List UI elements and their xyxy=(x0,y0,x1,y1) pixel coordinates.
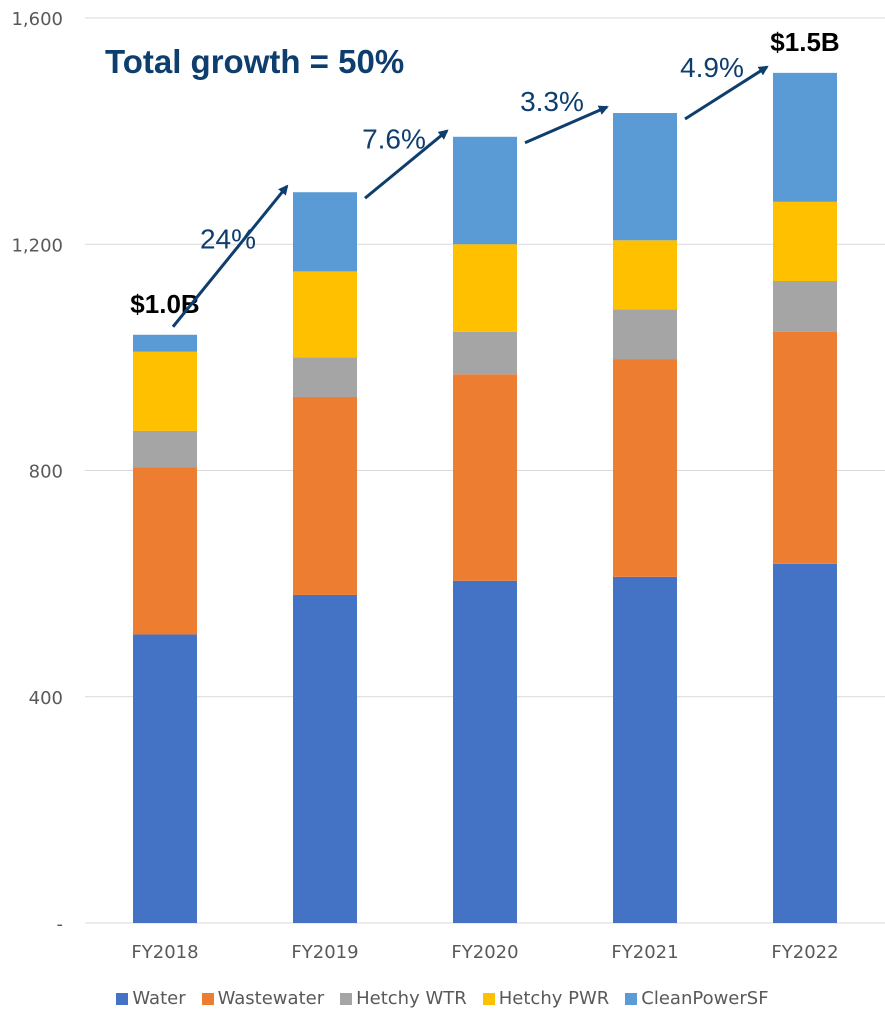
growth-label: 4.9% xyxy=(680,52,744,83)
bar-segment-water xyxy=(453,581,517,923)
bar-segment-wastewater xyxy=(453,374,517,580)
chart-title: Total growth = 50% xyxy=(105,43,404,80)
bar-segment-hetchy-wtr xyxy=(773,281,837,332)
legend-label: Wastewater xyxy=(218,988,324,1009)
legend-swatch xyxy=(483,993,495,1005)
legend-swatch xyxy=(202,993,214,1005)
legend-swatch xyxy=(340,993,352,1005)
bar-segment-hetchy-wtr xyxy=(133,431,197,467)
legend-label: Hetchy PWR xyxy=(499,988,610,1009)
bar-segment-wastewater xyxy=(133,467,197,634)
bar-segment-water xyxy=(613,577,677,923)
total-label: $1.0B xyxy=(130,289,199,319)
bar-segment-water xyxy=(293,595,357,923)
bar-segment-wastewater xyxy=(293,397,357,595)
legend-item: CleanPowerSF xyxy=(625,988,768,1009)
bar-segment-hetchy-wtr xyxy=(293,357,357,397)
legend-item: Hetchy WTR xyxy=(340,988,467,1009)
legend-label: Water xyxy=(132,988,185,1009)
legend-item: Water xyxy=(116,988,185,1009)
y-tick-label: 1,200 xyxy=(11,235,63,256)
bar-segment-water xyxy=(133,635,197,923)
legend: Water Wastewater Hetchy WTR Hetchy PWR Clean… xyxy=(0,988,885,1009)
bar-segment-water xyxy=(773,564,837,923)
bar-segment-hetchy-pwr xyxy=(773,202,837,281)
y-tick-label: 400 xyxy=(29,688,63,709)
bar-segment-hetchy-pwr xyxy=(613,240,677,309)
growth-label: 24% xyxy=(200,223,256,254)
bar-segment-wastewater xyxy=(613,359,677,577)
x-tick-label: FY2019 xyxy=(291,942,358,963)
legend-label: CleanPowerSF xyxy=(641,988,768,1009)
legend-label: Hetchy WTR xyxy=(356,988,467,1009)
bar-segment-wastewater xyxy=(773,332,837,564)
bar-segment-hetchy-wtr xyxy=(453,332,517,374)
bar-segment-cleanpowersf xyxy=(293,192,357,271)
growth-label: 3.3% xyxy=(520,86,584,117)
x-axis-labels: FY2018 FY2019 FY2020 FY2021 FY2022 xyxy=(131,942,838,963)
bar-segment-cleanpowersf xyxy=(773,73,837,202)
bar-segment-hetchy-pwr xyxy=(453,244,517,332)
bar-segment-cleanpowersf xyxy=(133,335,197,352)
legend-swatch xyxy=(116,993,128,1005)
legend-swatch xyxy=(625,993,637,1005)
growth-label: 7.6% xyxy=(362,123,426,154)
legend-item: Wastewater xyxy=(202,988,324,1009)
bar-segment-cleanpowersf xyxy=(453,137,517,244)
x-tick-label: FY2022 xyxy=(771,942,838,963)
total-label: $1.5B xyxy=(770,27,839,57)
bar-segment-hetchy-wtr xyxy=(613,309,677,359)
growth-arrow xyxy=(173,186,287,327)
bar-segment-hetchy-pwr xyxy=(293,271,357,357)
bars xyxy=(133,73,837,923)
y-axis-ticks: - 400 800 1,200 1,600 xyxy=(11,9,63,935)
x-tick-label: FY2021 xyxy=(611,942,678,963)
y-tick-label: 800 xyxy=(29,462,63,483)
x-tick-label: FY2018 xyxy=(131,942,198,963)
x-tick-label: FY2020 xyxy=(451,942,518,963)
legend-item: Hetchy PWR xyxy=(483,988,610,1009)
y-tick-label: - xyxy=(57,914,64,935)
bar-segment-hetchy-pwr xyxy=(133,352,197,431)
y-tick-label: 1,600 xyxy=(11,9,63,30)
bar-segment-cleanpowersf xyxy=(613,113,677,240)
